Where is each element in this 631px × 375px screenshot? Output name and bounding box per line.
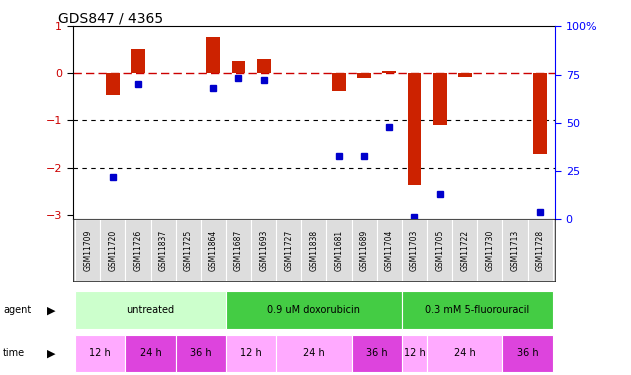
Bar [502, 219, 528, 281]
Bar [351, 334, 402, 372]
Bar [427, 219, 452, 281]
Bar [206, 37, 220, 74]
Bar [126, 334, 175, 372]
Text: 12 h: 12 h [240, 348, 262, 358]
Bar [458, 74, 472, 77]
Bar [452, 219, 477, 281]
Text: 24 h: 24 h [454, 348, 476, 358]
Bar [357, 74, 371, 78]
Text: GSM11725: GSM11725 [184, 230, 192, 271]
Bar [201, 219, 226, 281]
Text: 36 h: 36 h [517, 348, 538, 358]
Text: GSM11713: GSM11713 [510, 230, 519, 271]
Bar [175, 219, 201, 281]
Bar [402, 219, 427, 281]
Bar [151, 219, 175, 281]
Bar [226, 334, 276, 372]
Text: GSM11838: GSM11838 [309, 230, 319, 271]
Text: GSM11709: GSM11709 [83, 230, 92, 271]
Bar [433, 74, 447, 125]
Text: agent: agent [3, 305, 32, 315]
Bar [131, 49, 145, 74]
Bar [351, 219, 377, 281]
Text: ▶: ▶ [47, 305, 56, 315]
Bar [100, 219, 126, 281]
Text: GSM11837: GSM11837 [158, 230, 168, 271]
Bar [75, 219, 100, 281]
Text: GSM11727: GSM11727 [285, 230, 293, 271]
Text: 36 h: 36 h [190, 348, 211, 358]
Text: 12 h: 12 h [90, 348, 111, 358]
Text: GSM11728: GSM11728 [536, 230, 545, 271]
Bar [75, 334, 126, 372]
Text: 0.3 mM 5-fluorouracil: 0.3 mM 5-fluorouracil [425, 305, 529, 315]
Bar [232, 61, 245, 74]
Bar [106, 74, 120, 94]
Bar [408, 74, 422, 186]
Bar [477, 219, 502, 281]
Bar [175, 334, 226, 372]
Bar [402, 291, 553, 329]
Bar [251, 219, 276, 281]
Bar [533, 74, 547, 154]
Text: 36 h: 36 h [366, 348, 387, 358]
Text: GSM11681: GSM11681 [334, 230, 343, 271]
Bar [402, 334, 427, 372]
Text: GSM11722: GSM11722 [460, 230, 469, 271]
Bar [377, 219, 402, 281]
Bar [528, 219, 553, 281]
Bar [276, 219, 302, 281]
Text: GSM11705: GSM11705 [435, 230, 444, 271]
Text: GSM11864: GSM11864 [209, 230, 218, 271]
Text: GSM11720: GSM11720 [109, 230, 117, 271]
Text: GSM11689: GSM11689 [360, 230, 369, 271]
Text: GSM11726: GSM11726 [133, 230, 143, 271]
Text: GSM11730: GSM11730 [485, 230, 495, 271]
Text: GDS847 / 4365: GDS847 / 4365 [58, 11, 163, 25]
Bar [276, 334, 351, 372]
Bar [502, 334, 553, 372]
Text: 12 h: 12 h [404, 348, 425, 358]
Text: ▶: ▶ [47, 348, 56, 358]
Text: untreated: untreated [126, 305, 175, 315]
Text: GSM11704: GSM11704 [385, 230, 394, 271]
Text: 0.9 uM doxorubicin: 0.9 uM doxorubicin [268, 305, 360, 315]
Bar [226, 219, 251, 281]
Bar [75, 291, 226, 329]
Bar [382, 72, 396, 74]
Bar [326, 219, 351, 281]
Text: time: time [3, 348, 25, 358]
Bar [257, 59, 271, 74]
Bar [226, 291, 402, 329]
Bar [332, 74, 346, 91]
Bar [302, 219, 326, 281]
Text: GSM11693: GSM11693 [259, 230, 268, 271]
Text: 24 h: 24 h [139, 348, 162, 358]
Text: GSM11703: GSM11703 [410, 230, 419, 271]
Text: 24 h: 24 h [303, 348, 325, 358]
Bar [126, 219, 151, 281]
Bar [427, 334, 502, 372]
Text: GSM11687: GSM11687 [234, 230, 243, 271]
